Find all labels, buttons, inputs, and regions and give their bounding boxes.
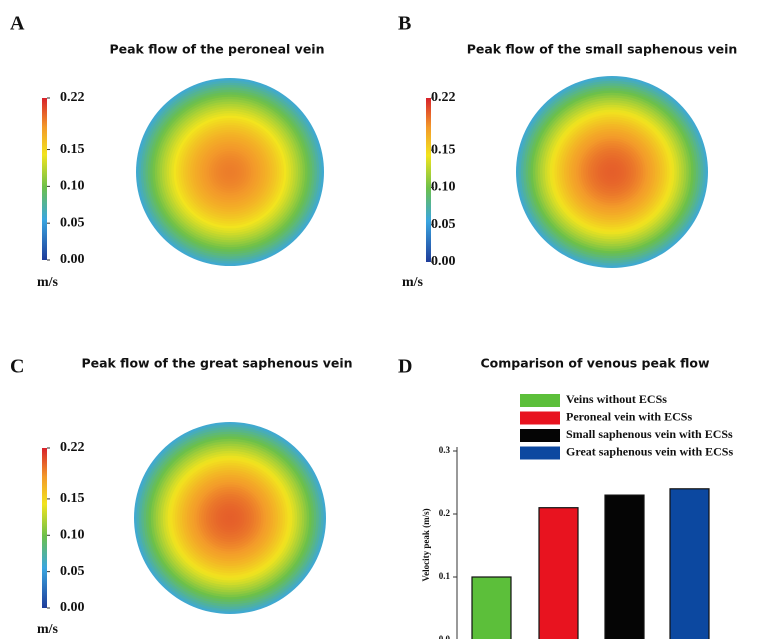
- colorbar-unit: m/s: [37, 275, 59, 290]
- panel-letter: A: [10, 13, 25, 35]
- velocity-disc: [136, 78, 324, 266]
- panel-letter: D: [398, 356, 412, 378]
- y-axis-label: Velocity peak (m/s): [421, 508, 431, 581]
- y-tick-label: 0.1: [439, 571, 451, 581]
- legend-label: Great saphenous vein with ECSs: [566, 444, 733, 458]
- bar: [471, 576, 512, 639]
- contour-ring: [227, 169, 233, 175]
- colorbar-tick-label: 0.15: [431, 142, 456, 157]
- colorbar-tick-label: 0.05: [60, 215, 85, 230]
- y-tick-label: 0.2: [439, 508, 451, 518]
- colorbar-tick-label: 0.00: [431, 254, 456, 269]
- legend-swatch: [520, 429, 560, 442]
- panel-letter: C: [10, 356, 24, 378]
- colorbar-tick-label: 0.15: [60, 491, 85, 506]
- contour-ring: [609, 169, 615, 175]
- velocity-disc: [516, 76, 708, 268]
- legend-label: Peroneal vein with ECSs: [566, 409, 692, 423]
- velocity-disc: [134, 422, 326, 614]
- panel-title: Peak flow of the peroneal vein: [109, 42, 324, 57]
- colorbar-tick-label: 0.22: [60, 90, 85, 105]
- legend-swatch: [520, 411, 560, 425]
- colorbar-tick-label: 0.00: [60, 252, 85, 267]
- panel-letter: B: [398, 13, 411, 35]
- colorbar: [426, 98, 431, 262]
- colorbar-tick-label: 0.22: [60, 440, 85, 455]
- colorbar-unit: m/s: [37, 622, 59, 637]
- panel-title: Comparison of venous peak flow: [480, 356, 709, 371]
- y-tick-label: 0.3: [439, 445, 451, 455]
- colorbar-unit: m/s: [402, 275, 424, 290]
- colorbar-tick-label: 0.00: [60, 600, 85, 615]
- colorbar: [42, 98, 47, 260]
- colorbar-tick-label: 0.22: [431, 90, 456, 105]
- bar: [669, 488, 710, 639]
- colorbar-tick-label: 0.10: [431, 180, 456, 195]
- colorbar-tick-label: 0.05: [60, 564, 85, 579]
- colorbar-tick-label: 0.10: [60, 179, 85, 194]
- colorbar-tick-label: 0.05: [431, 217, 456, 232]
- legend-swatch: [520, 394, 560, 407]
- panel-title: Peak flow of the small saphenous vein: [467, 42, 738, 57]
- panel-title: Peak flow of the great saphenous vein: [81, 356, 352, 371]
- legend-label: Veins without ECSs: [566, 392, 667, 406]
- colorbar-tick-label: 0.10: [60, 527, 85, 542]
- legend-swatch: [520, 446, 560, 460]
- colorbar: [42, 448, 47, 608]
- colorbar-tick-label: 0.15: [60, 142, 85, 157]
- contour-ring: [227, 515, 233, 521]
- bar: [604, 494, 645, 639]
- bar: [538, 507, 579, 639]
- legend-label: Small saphenous vein with ECSs: [566, 427, 733, 441]
- y-tick-label: 0.0: [439, 634, 451, 639]
